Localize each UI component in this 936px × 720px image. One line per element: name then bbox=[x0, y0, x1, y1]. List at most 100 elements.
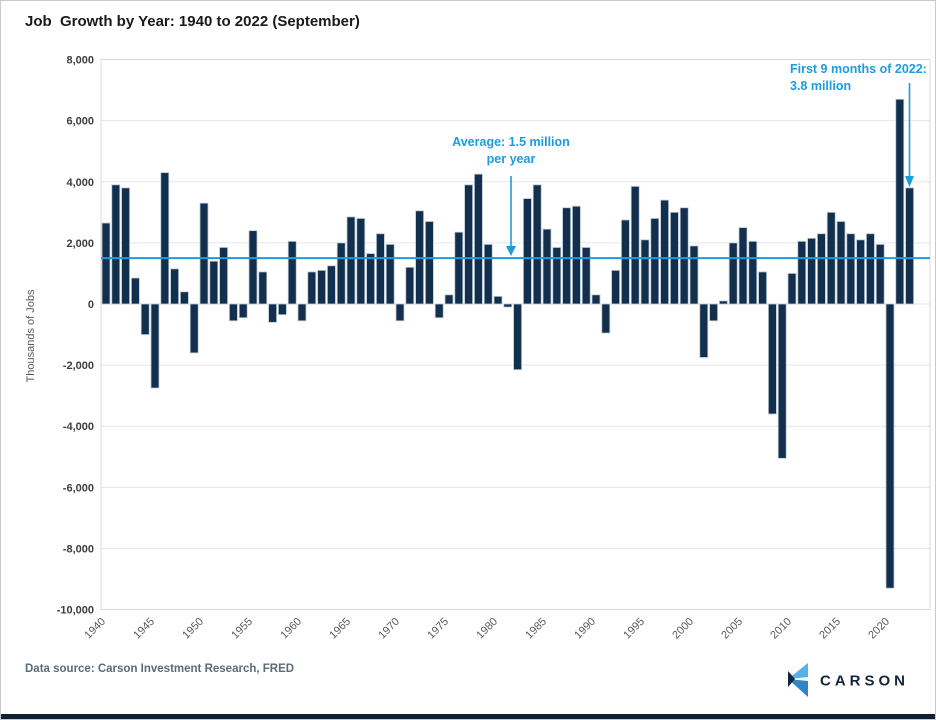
bar-1960 bbox=[297, 303, 307, 322]
bar-1959 bbox=[287, 240, 297, 305]
bar-1957 bbox=[268, 303, 278, 323]
x-tick-label: 2005 bbox=[719, 616, 745, 642]
y-tick-label: -2,000 bbox=[63, 360, 94, 372]
bar-1991 bbox=[601, 303, 611, 334]
bar-1968 bbox=[375, 233, 385, 305]
bar-1963 bbox=[326, 265, 336, 305]
y-tick-label: -4,000 bbox=[63, 421, 94, 433]
bar-2011 bbox=[797, 240, 807, 305]
y-tick-label: -6,000 bbox=[63, 482, 94, 494]
average-annotation-arrow bbox=[506, 176, 516, 256]
bar-1980 bbox=[493, 295, 503, 305]
bar-1987 bbox=[562, 207, 571, 305]
average-annotation-line2: per year bbox=[486, 152, 536, 166]
x-tick-label: 1940 bbox=[82, 616, 108, 642]
axis-layer: 8,000 6,000 4,000 2,000 0 -2,000 -4,000 -6,000 -… bbox=[57, 55, 892, 642]
bar-1940 bbox=[101, 222, 111, 305]
bar-1982 bbox=[513, 303, 522, 371]
bar-1942 bbox=[121, 187, 130, 305]
bar-1984 bbox=[532, 184, 542, 305]
y-tick-label: 6,000 bbox=[66, 116, 94, 128]
bar-2012 bbox=[807, 237, 816, 305]
bar-2016 bbox=[846, 233, 856, 305]
bar-1943 bbox=[130, 277, 140, 305]
x-tick-label: 1970 bbox=[376, 616, 402, 642]
bar-1941 bbox=[111, 184, 121, 305]
bar-2018 bbox=[866, 233, 875, 305]
bar-2007 bbox=[758, 271, 767, 305]
x-tick-label: 2010 bbox=[768, 616, 794, 642]
footer-accent-bar bbox=[1, 714, 935, 719]
average-annotation: Average: 1.5 million per year bbox=[426, 134, 596, 168]
data-source-text: Data source: Carson Investment Research,… bbox=[25, 663, 295, 675]
bar-2015 bbox=[836, 221, 846, 305]
bar-1954 bbox=[238, 303, 248, 319]
bar-1996 bbox=[650, 218, 660, 305]
bar-2002 bbox=[709, 303, 718, 322]
bar-2004 bbox=[728, 242, 738, 305]
bar-1994 bbox=[630, 185, 640, 305]
bar-2000 bbox=[689, 245, 699, 305]
x-tick-label: 2000 bbox=[670, 616, 696, 642]
x-tick-label: 1955 bbox=[229, 616, 255, 642]
bar-2017 bbox=[856, 239, 865, 305]
bar-1955 bbox=[248, 230, 258, 305]
y-tick-label: -10,000 bbox=[57, 605, 94, 617]
x-tick-label: 1985 bbox=[523, 616, 549, 642]
annotation-2022-arrow bbox=[905, 83, 914, 187]
bar-1993 bbox=[621, 219, 630, 305]
bar-1952 bbox=[219, 247, 229, 305]
bars-layer bbox=[101, 98, 930, 589]
bar-1970 bbox=[395, 303, 405, 322]
bar-2006 bbox=[748, 240, 758, 305]
bar-1992 bbox=[611, 269, 620, 305]
carson-logo-mark bbox=[788, 663, 808, 697]
bar-1946 bbox=[160, 172, 170, 305]
bar-1945 bbox=[150, 303, 160, 389]
chart-title: Job Growth by Year: 1940 to 2022 (Septem… bbox=[25, 13, 360, 30]
bar-2022 bbox=[905, 187, 914, 305]
bar-1964 bbox=[336, 242, 346, 305]
bar-1967 bbox=[366, 253, 376, 305]
annotation-2022-line2: 3.8 million bbox=[790, 79, 852, 93]
bar-1977 bbox=[464, 184, 474, 305]
bar-1953 bbox=[228, 303, 238, 322]
bar-1985 bbox=[542, 228, 552, 305]
bar-1947 bbox=[170, 268, 180, 305]
y-tick-label: -8,000 bbox=[63, 543, 94, 555]
x-tick-label: 1975 bbox=[425, 616, 451, 642]
bar-1979 bbox=[483, 244, 493, 305]
carson-logo-text: CARSON bbox=[820, 673, 909, 690]
bar-2019 bbox=[875, 244, 885, 305]
y-tick-label: 0 bbox=[88, 299, 94, 311]
bar-2020 bbox=[885, 303, 895, 589]
bar-1966 bbox=[356, 218, 366, 305]
y-axis-title: Thousands of Jobs bbox=[25, 289, 37, 382]
bar-1961 bbox=[307, 271, 317, 305]
bar-1944 bbox=[140, 303, 150, 335]
bar-1971 bbox=[405, 266, 415, 305]
bar-1962 bbox=[317, 269, 327, 305]
bar-1973 bbox=[424, 221, 434, 305]
bar-1990 bbox=[591, 294, 601, 305]
carson-logo: CARSON bbox=[788, 663, 909, 697]
x-tick-label: 2015 bbox=[817, 616, 843, 642]
y-tick-label: 4,000 bbox=[66, 177, 94, 189]
bar-1958 bbox=[277, 303, 287, 316]
bar-2005 bbox=[738, 227, 748, 305]
average-annotation-line1: Average: 1.5 million bbox=[452, 135, 570, 149]
bar-1949 bbox=[189, 303, 199, 354]
x-tick-label: 1960 bbox=[278, 616, 304, 642]
bar-1965 bbox=[346, 216, 356, 305]
bar-1997 bbox=[660, 199, 669, 305]
x-tick-label: 1990 bbox=[572, 616, 598, 642]
plot-border bbox=[100, 59, 931, 610]
x-tick-label: 1950 bbox=[180, 616, 206, 642]
bar-1988 bbox=[572, 205, 581, 305]
bar-1948 bbox=[179, 291, 189, 305]
y-tick-label: 8,000 bbox=[66, 55, 94, 67]
bar-2003 bbox=[719, 300, 728, 305]
bar-1983 bbox=[523, 198, 532, 305]
